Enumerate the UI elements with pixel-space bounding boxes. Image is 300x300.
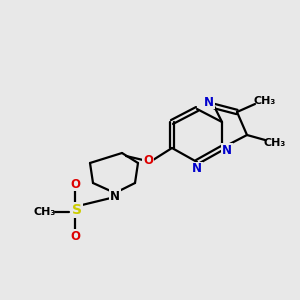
Text: CH₃: CH₃ [264,138,286,148]
Text: N: N [110,190,120,202]
Text: O: O [70,178,80,190]
Text: N: N [204,95,214,109]
Text: O: O [143,154,153,166]
Text: CH₃: CH₃ [34,207,56,217]
Text: N: N [222,143,232,157]
Text: CH₃: CH₃ [254,96,276,106]
Text: N: N [192,163,202,176]
Text: S: S [72,203,82,217]
Text: O: O [70,230,80,242]
